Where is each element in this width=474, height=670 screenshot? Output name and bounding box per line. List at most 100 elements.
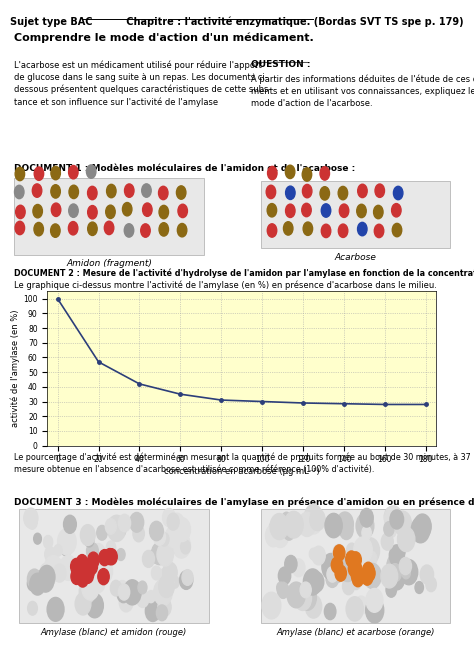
Circle shape	[346, 551, 357, 567]
Circle shape	[400, 559, 418, 585]
Circle shape	[335, 565, 346, 581]
Circle shape	[91, 543, 105, 563]
Circle shape	[51, 203, 61, 216]
Circle shape	[304, 505, 322, 530]
Circle shape	[106, 205, 115, 218]
Circle shape	[122, 202, 132, 216]
Circle shape	[310, 548, 318, 559]
Circle shape	[415, 582, 423, 594]
Circle shape	[284, 511, 303, 538]
Circle shape	[170, 534, 183, 553]
Circle shape	[285, 204, 295, 218]
Circle shape	[137, 590, 149, 608]
Circle shape	[398, 527, 415, 551]
Circle shape	[351, 576, 361, 590]
Circle shape	[338, 186, 347, 200]
Circle shape	[283, 222, 293, 235]
Circle shape	[305, 595, 322, 618]
Text: Amidon (fragment): Amidon (fragment)	[66, 259, 152, 268]
Circle shape	[365, 598, 384, 623]
Circle shape	[324, 604, 336, 620]
Circle shape	[117, 585, 130, 603]
Circle shape	[165, 526, 181, 547]
Circle shape	[53, 564, 66, 582]
Text: QUESTION :: QUESTION :	[251, 60, 311, 69]
Circle shape	[266, 185, 276, 198]
Circle shape	[107, 515, 126, 541]
Circle shape	[366, 588, 383, 612]
Circle shape	[351, 567, 363, 583]
Circle shape	[69, 204, 78, 217]
Circle shape	[294, 586, 311, 610]
Circle shape	[106, 541, 116, 554]
Circle shape	[354, 537, 372, 563]
Circle shape	[393, 186, 403, 200]
Circle shape	[352, 571, 364, 587]
Circle shape	[173, 533, 191, 558]
Circle shape	[173, 518, 191, 541]
Circle shape	[85, 534, 94, 547]
Circle shape	[170, 513, 184, 533]
Circle shape	[106, 549, 117, 565]
Circle shape	[330, 518, 338, 529]
Circle shape	[150, 521, 164, 541]
Circle shape	[400, 557, 411, 575]
Circle shape	[332, 524, 341, 536]
Circle shape	[357, 222, 367, 236]
Circle shape	[151, 566, 161, 580]
Circle shape	[157, 539, 172, 559]
Circle shape	[154, 580, 172, 606]
Circle shape	[292, 559, 305, 577]
Text: Le graphique ci-dessus montre l'activité de l'amylase (en %) en présence d'acarb: Le graphique ci-dessus montre l'activité…	[14, 280, 437, 289]
Circle shape	[267, 224, 277, 237]
Circle shape	[146, 600, 160, 622]
Circle shape	[16, 205, 25, 218]
Circle shape	[79, 580, 95, 603]
Circle shape	[270, 513, 289, 539]
Circle shape	[69, 165, 78, 179]
Circle shape	[388, 526, 396, 537]
Circle shape	[387, 555, 401, 576]
Circle shape	[355, 596, 368, 614]
Circle shape	[33, 204, 42, 218]
Circle shape	[302, 168, 312, 181]
Circle shape	[90, 572, 105, 593]
Circle shape	[327, 566, 338, 582]
Circle shape	[350, 552, 361, 568]
Circle shape	[303, 569, 322, 595]
Circle shape	[44, 555, 63, 582]
Circle shape	[321, 224, 331, 238]
Circle shape	[138, 581, 147, 594]
Circle shape	[364, 565, 375, 582]
Circle shape	[149, 549, 159, 563]
Circle shape	[365, 551, 377, 567]
Circle shape	[420, 565, 434, 584]
Circle shape	[147, 590, 155, 603]
Circle shape	[96, 560, 112, 583]
Circle shape	[76, 555, 88, 571]
Circle shape	[177, 224, 187, 237]
Text: DOCUMENT 1 : Modèles moléculaires de l'amidon et de l'acarbose :: DOCUMENT 1 : Modèles moléculaires de l'a…	[14, 164, 356, 173]
Circle shape	[104, 549, 116, 565]
Circle shape	[338, 224, 348, 237]
Circle shape	[24, 508, 38, 528]
Circle shape	[320, 187, 329, 200]
Circle shape	[272, 524, 289, 547]
Circle shape	[51, 224, 60, 237]
Circle shape	[363, 562, 374, 578]
Circle shape	[32, 184, 42, 197]
Bar	[261, 181, 450, 248]
Circle shape	[86, 559, 98, 575]
Text: L'acarbose est un médicament utilisé pour réduire l'apport
de glucose dans le sa: L'acarbose est un médicament utilisé pou…	[14, 60, 272, 107]
Circle shape	[30, 574, 46, 595]
Circle shape	[44, 535, 53, 549]
Circle shape	[37, 568, 54, 592]
Circle shape	[356, 513, 374, 539]
Circle shape	[61, 542, 71, 556]
Circle shape	[118, 584, 130, 600]
Circle shape	[158, 598, 171, 616]
Circle shape	[159, 206, 169, 219]
Circle shape	[15, 221, 25, 234]
Circle shape	[159, 222, 169, 236]
Circle shape	[362, 526, 371, 539]
